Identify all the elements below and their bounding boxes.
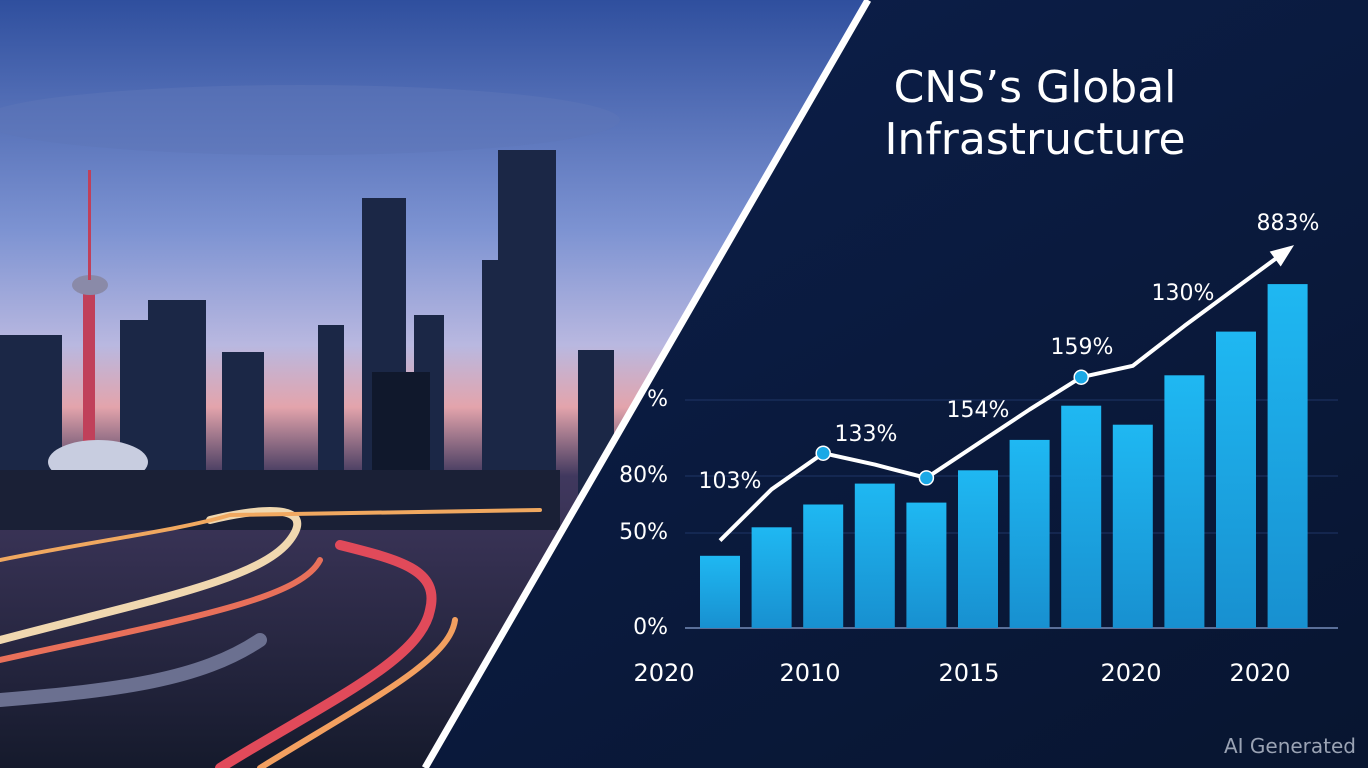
bar — [1112, 424, 1153, 628]
bar — [1164, 375, 1205, 628]
y-tick-label: 80% — [619, 463, 668, 488]
x-tick-label: 2020 — [1229, 659, 1290, 687]
divider — [421, 0, 872, 768]
line-marker — [918, 470, 935, 486]
watermark: AI Generated — [1223, 734, 1356, 758]
chart-title: CNS’s Global Infrastructure — [884, 62, 1186, 165]
bar — [854, 483, 895, 628]
y-tick-label: 0% — [633, 615, 668, 640]
bar — [1061, 405, 1102, 628]
x-tick-label: 2010 — [779, 659, 840, 687]
bar — [906, 502, 947, 628]
annotation: 103% — [699, 469, 762, 494]
annotation: 159% — [1051, 335, 1114, 360]
annotation: 130% — [1152, 281, 1215, 306]
x-tick-label: 2015 — [938, 659, 999, 687]
bar — [803, 504, 844, 628]
x-tick-label: 2020 — [633, 659, 694, 687]
line-marker — [815, 445, 831, 461]
trend-line — [718, 248, 1289, 543]
annotation: 154% — [947, 398, 1010, 423]
bar — [751, 527, 792, 628]
y-tick-label: 50% — [619, 520, 668, 545]
line-marker — [1073, 369, 1089, 385]
bar — [1009, 439, 1050, 628]
arrow-head — [1269, 245, 1295, 267]
y-tick-label: % — [647, 387, 668, 412]
annotation: 133% — [835, 422, 898, 447]
bar — [1267, 284, 1308, 628]
x-tick-label: 2020 — [1100, 659, 1161, 687]
annotation: 883% — [1257, 211, 1320, 236]
bar — [958, 470, 998, 628]
bar — [1216, 331, 1256, 628]
bar — [700, 555, 740, 628]
